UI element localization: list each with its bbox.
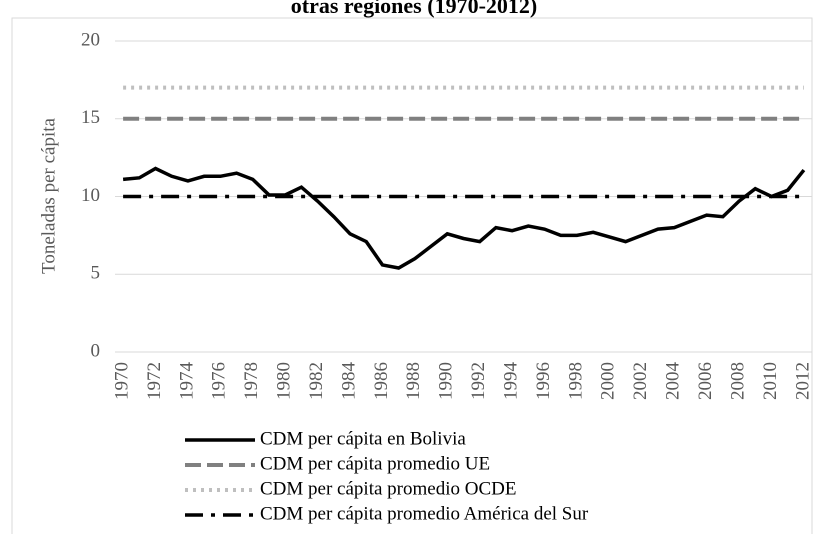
x-tick-label: 2012 — [792, 362, 813, 400]
x-tick-label: 1974 — [176, 362, 197, 401]
y-tick-label: 5 — [91, 263, 101, 284]
x-tick-label: 2008 — [727, 362, 748, 400]
legend-label: CDM per cápita promedio UE — [260, 453, 490, 474]
x-tick-label: 1980 — [274, 362, 295, 400]
series-line — [122, 166, 806, 270]
chart-frame — [11, 17, 813, 534]
x-tick-label: 2010 — [760, 362, 781, 400]
y-tick-label: 15 — [81, 107, 100, 128]
chart-title: otras regiones (1970-2012) — [291, 0, 537, 18]
x-tick-label: 1988 — [403, 362, 424, 400]
x-tick-label: 2000 — [598, 362, 619, 400]
x-tick-label: 1978 — [241, 362, 262, 400]
legend-label: CDM per cápita promedio OCDE — [260, 478, 516, 499]
x-tick-label: 2002 — [630, 362, 651, 400]
x-tick-label: 1976 — [209, 362, 230, 400]
x-tick-label: 1986 — [371, 362, 392, 400]
x-tick-label: 1972 — [144, 362, 165, 400]
legend-label: CDM per cápita promedio América del Sur — [260, 503, 589, 524]
y-tick-label: 10 — [81, 185, 100, 206]
x-tick-label: 1982 — [306, 362, 327, 400]
y-tick-label: 0 — [91, 340, 101, 361]
x-tick-label: 2004 — [663, 362, 684, 401]
x-tick-label: 1994 — [500, 362, 521, 401]
x-tick-label: 1996 — [533, 362, 554, 400]
x-tick-label: 1984 — [338, 362, 359, 401]
x-tick-label: 1990 — [436, 362, 457, 400]
y-axis-label: Toneladas per cápita — [38, 118, 59, 274]
x-tick-label: 1998 — [565, 362, 586, 400]
y-tick-label: 20 — [81, 29, 100, 50]
legend-label: CDM per cápita en Bolivia — [260, 428, 466, 449]
x-tick-label: 2006 — [695, 362, 716, 400]
x-tick-label: 1992 — [468, 362, 489, 400]
x-tick-label: 1970 — [111, 362, 132, 400]
